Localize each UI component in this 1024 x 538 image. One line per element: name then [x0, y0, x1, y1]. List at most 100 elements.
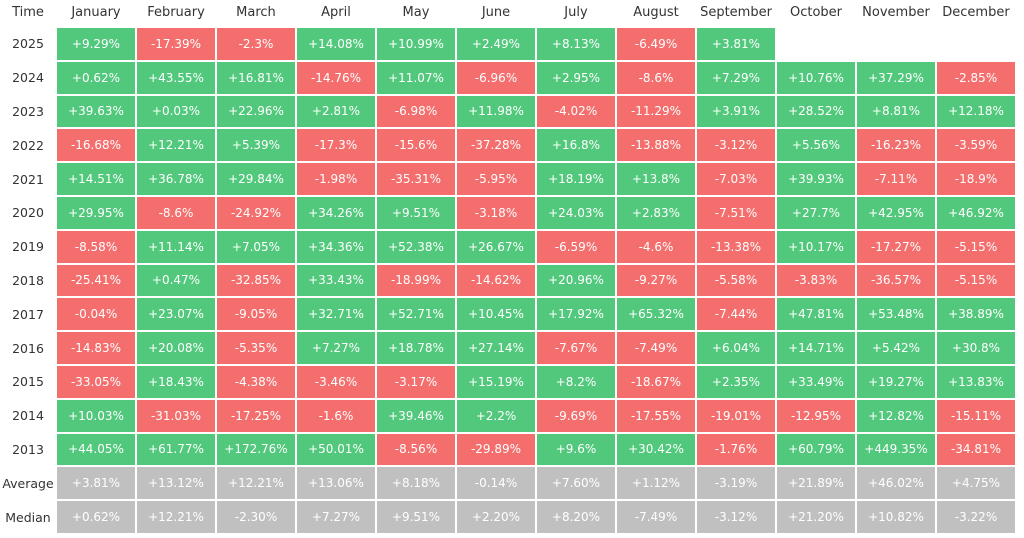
return-cell: -17.3% — [297, 129, 375, 162]
return-cell: +2.95% — [537, 61, 615, 94]
return-cell: +21.89% — [777, 467, 855, 500]
return-cell: +19.27% — [857, 366, 935, 398]
return-cell: -15.6% — [377, 129, 455, 162]
return-cell: -9.69% — [537, 399, 615, 432]
return-cell: -18.9% — [937, 163, 1015, 195]
return-cell: +11.14% — [137, 230, 215, 263]
return-cell: +12.21% — [217, 467, 295, 500]
return-cell: -7.11% — [857, 163, 935, 195]
row-label: 2015 — [12, 374, 44, 390]
return-cell: -6.96% — [457, 61, 535, 94]
return-cell: +42.95% — [857, 197, 935, 229]
return-cell: -7.44% — [697, 298, 775, 331]
return-cell: -0.04% — [57, 298, 135, 331]
return-cell: +13.83% — [937, 366, 1015, 398]
return-cell: +16.8% — [537, 129, 615, 162]
month-header: June — [481, 5, 511, 20]
return-cell: +27.7% — [777, 197, 855, 229]
return-cell: +11.98% — [457, 95, 535, 128]
return-cell: -14.76% — [297, 61, 375, 94]
return-cell: +2.83% — [617, 197, 695, 229]
return-cell: +17.92% — [537, 298, 615, 331]
return-cell: +23.07% — [137, 298, 215, 331]
return-cell: -17.25% — [217, 399, 295, 432]
return-cell: +13.8% — [617, 163, 695, 195]
return-cell: +8.2% — [537, 366, 615, 398]
return-cell: -7.67% — [537, 332, 615, 364]
return-cell: -2.3% — [217, 28, 295, 60]
return-cell: -6.49% — [617, 28, 695, 60]
return-cell: -1.98% — [297, 163, 375, 195]
return-cell: +30.42% — [617, 433, 695, 466]
return-cell: +8.20% — [537, 501, 615, 533]
return-cell: -5.58% — [697, 264, 775, 297]
return-cell: -15.11% — [937, 399, 1015, 432]
return-cell: -33.05% — [57, 366, 135, 398]
return-cell: +3.81% — [57, 467, 135, 500]
month-header: November — [862, 5, 930, 20]
return-cell: +46.92% — [937, 197, 1015, 229]
return-cell: +60.79% — [777, 433, 855, 466]
month-header: May — [402, 5, 430, 20]
return-cell: +7.27% — [297, 501, 375, 533]
return-cell: -36.57% — [857, 264, 935, 297]
return-cell: +10.99% — [377, 28, 455, 60]
return-cell: -34.81% — [937, 433, 1015, 466]
return-cell: -3.12% — [697, 501, 775, 533]
return-cell: -12.95% — [777, 399, 855, 432]
return-cell: -7.51% — [697, 197, 775, 229]
return-cell: +12.21% — [137, 129, 215, 162]
return-cell: -8.6% — [617, 61, 695, 94]
return-cell: +33.43% — [297, 264, 375, 297]
return-cell: -5.15% — [937, 230, 1015, 263]
return-cell: +34.36% — [297, 230, 375, 263]
return-cell: +10.03% — [57, 399, 135, 432]
return-cell: +33.49% — [777, 366, 855, 398]
return-cell: +52.38% — [377, 230, 455, 263]
return-cell: +29.84% — [217, 163, 295, 195]
return-cell: -2.30% — [217, 501, 295, 533]
return-cell: +20.08% — [137, 332, 215, 364]
return-cell: -0.14% — [457, 467, 535, 500]
return-cell: +5.42% — [857, 332, 935, 364]
return-cell: -3.46% — [297, 366, 375, 398]
return-cell: +9.51% — [377, 197, 455, 229]
return-cell: +0.03% — [137, 95, 215, 128]
return-cell: +3.91% — [697, 95, 775, 128]
return-cell: +2.2% — [457, 399, 535, 432]
return-cell: -9.05% — [217, 298, 295, 331]
return-cell: +61.77% — [137, 433, 215, 466]
row-label: 2018 — [12, 272, 44, 288]
row-label: Median — [5, 509, 51, 525]
return-cell: -17.39% — [137, 28, 215, 60]
return-cell: +10.76% — [777, 61, 855, 94]
return-cell: -14.83% — [57, 332, 135, 364]
return-cell: +8.18% — [377, 467, 455, 500]
return-cell: -14.62% — [457, 264, 535, 297]
return-cell: -16.23% — [857, 129, 935, 162]
month-header: January — [71, 5, 121, 20]
return-cell: -8.6% — [137, 197, 215, 229]
return-cell: -5.95% — [457, 163, 535, 195]
return-cell: +22.96% — [217, 95, 295, 128]
return-cell: -3.18% — [457, 197, 535, 229]
return-cell: +449.35% — [857, 433, 935, 466]
return-cell: +50.01% — [297, 433, 375, 466]
row-label: 2023 — [12, 103, 44, 119]
row-label: 2014 — [12, 408, 44, 424]
return-cell: +24.03% — [537, 197, 615, 229]
return-cell: +5.39% — [217, 129, 295, 162]
return-cell: -19.01% — [697, 399, 775, 432]
return-cell: +0.62% — [57, 61, 135, 94]
return-cell: +3.81% — [697, 28, 775, 60]
month-header: August — [633, 5, 679, 20]
return-cell: +15.19% — [457, 366, 535, 398]
return-cell: +27.14% — [457, 332, 535, 364]
row-label: 2021 — [12, 171, 44, 187]
return-cell: +0.47% — [137, 264, 215, 297]
month-header: March — [236, 5, 276, 20]
return-cell: +2.81% — [297, 95, 375, 128]
return-cell: +10.45% — [457, 298, 535, 331]
return-cell: +29.95% — [57, 197, 135, 229]
